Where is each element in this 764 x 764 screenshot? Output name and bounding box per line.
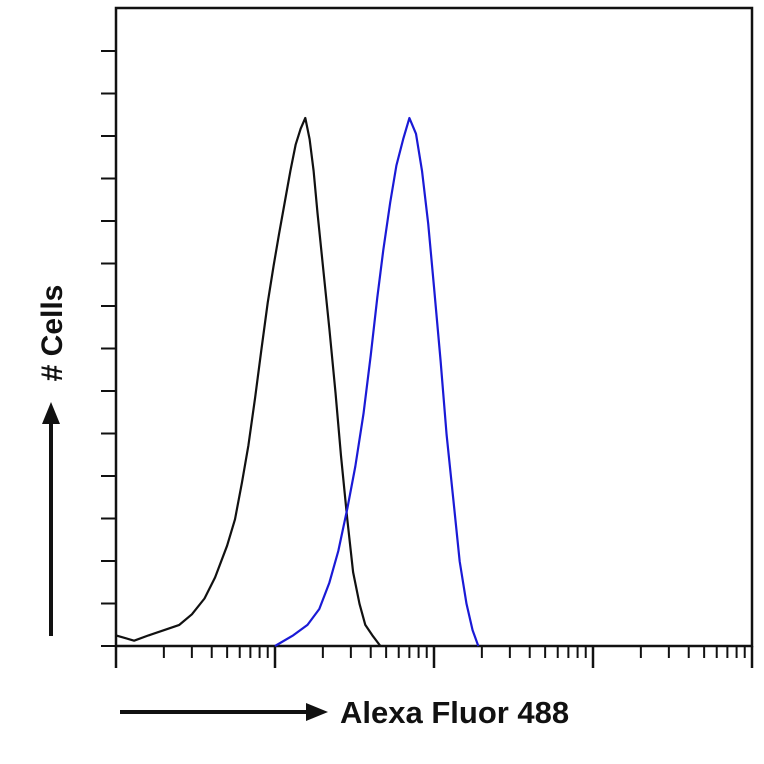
x-axis-label: Alexa Fluor 488 — [340, 695, 569, 730]
x-axis-ticks — [114, 646, 754, 668]
series-layer — [115, 116, 480, 647]
plot-frame — [114, 6, 754, 648]
histogram-series-2 — [274, 116, 480, 647]
y-axis-ticks — [101, 50, 116, 647]
histogram-series-1 — [115, 116, 382, 647]
y-axis-arrow-head — [42, 402, 60, 424]
x-axis-arrow-head — [306, 703, 328, 721]
y-axis-label: # Cells — [36, 285, 69, 382]
